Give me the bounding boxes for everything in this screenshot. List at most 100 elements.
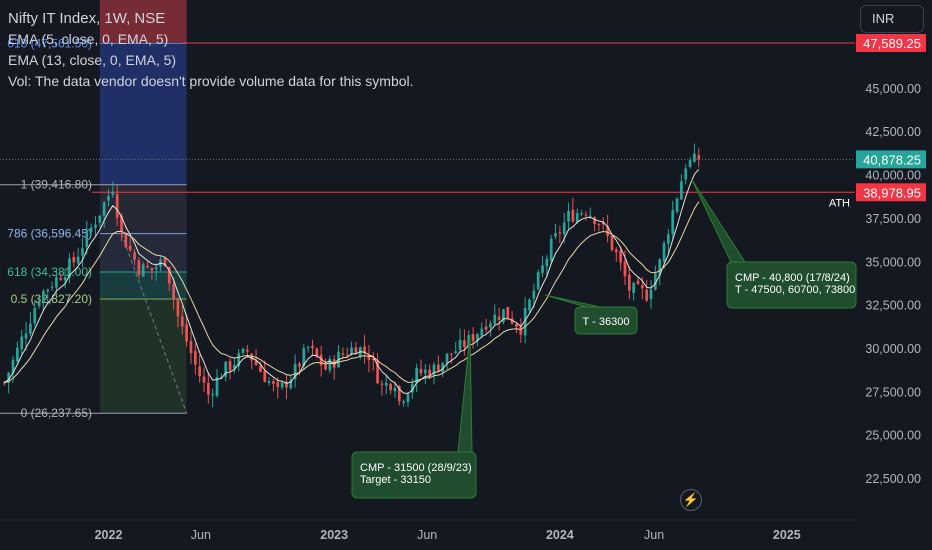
candle[interactable] — [76, 247, 80, 265]
candle[interactable] — [345, 347, 349, 359]
candle[interactable] — [358, 346, 362, 360]
candle[interactable] — [289, 375, 293, 391]
candle[interactable] — [81, 237, 84, 268]
candle[interactable] — [476, 332, 479, 347]
candle[interactable] — [371, 352, 375, 371]
candle[interactable] — [29, 311, 32, 337]
candle[interactable] — [193, 343, 197, 375]
candle[interactable] — [510, 310, 514, 326]
candle[interactable] — [497, 307, 501, 331]
candle[interactable] — [667, 229, 670, 255]
price-tag[interactable]: 40,878.25 — [856, 150, 926, 169]
price-tag[interactable]: 47,589.25 — [856, 34, 926, 52]
candle[interactable] — [489, 320, 492, 337]
candle[interactable] — [102, 201, 106, 228]
candle[interactable] — [584, 211, 588, 221]
candle[interactable] — [237, 349, 241, 372]
candle[interactable] — [502, 308, 505, 325]
price-tag[interactable]: 38,978.95 — [856, 183, 926, 202]
candle[interactable] — [601, 217, 605, 231]
candle[interactable] — [471, 327, 475, 349]
candle[interactable] — [154, 263, 158, 281]
candle[interactable] — [315, 347, 319, 359]
ema13-legend[interactable]: EMA (13, close, 0, EMA, 5) — [8, 52, 177, 68]
volume-legend[interactable]: Vol: The data vendor doesn't provide vol… — [8, 73, 414, 89]
candle[interactable] — [306, 345, 310, 353]
candle[interactable] — [293, 354, 297, 388]
candle[interactable] — [280, 381, 284, 390]
candle[interactable] — [567, 202, 570, 229]
candle[interactable] — [454, 341, 458, 355]
candle[interactable] — [233, 357, 236, 374]
candle[interactable] — [463, 329, 466, 356]
candle[interactable] — [675, 197, 679, 214]
candle[interactable] — [654, 265, 657, 291]
candle[interactable] — [410, 378, 414, 399]
candle[interactable] — [206, 372, 210, 404]
candle[interactable] — [46, 288, 50, 303]
candle[interactable] — [610, 235, 614, 252]
candle[interactable] — [115, 185, 119, 227]
candle[interactable] — [367, 345, 371, 373]
candle[interactable] — [580, 210, 583, 217]
currency-button[interactable]: INR — [860, 5, 924, 33]
candle[interactable] — [532, 283, 536, 308]
candle[interactable] — [133, 248, 136, 266]
candle[interactable] — [63, 268, 67, 289]
candle[interactable] — [267, 377, 271, 386]
candle[interactable] — [202, 367, 206, 393]
candle[interactable] — [250, 352, 254, 370]
candle[interactable] — [519, 318, 523, 343]
candle[interactable] — [124, 232, 128, 248]
candle[interactable] — [441, 362, 445, 378]
candle[interactable] — [59, 272, 63, 282]
candle[interactable] — [141, 262, 145, 277]
candle[interactable] — [415, 363, 418, 393]
candle[interactable] — [402, 399, 405, 407]
candle[interactable] — [458, 328, 462, 353]
candle[interactable] — [693, 143, 696, 163]
candle[interactable] — [42, 289, 45, 312]
candle[interactable] — [341, 347, 345, 359]
candle[interactable] — [337, 345, 340, 368]
candle[interactable] — [450, 353, 453, 364]
candle[interactable] — [163, 256, 167, 267]
candle[interactable] — [384, 374, 388, 395]
candle[interactable] — [558, 225, 562, 244]
candle[interactable] — [272, 378, 275, 392]
candle[interactable] — [432, 361, 436, 385]
candle[interactable] — [72, 251, 76, 268]
candle[interactable] — [311, 339, 314, 355]
candle[interactable] — [98, 215, 102, 227]
candle[interactable] — [111, 181, 115, 199]
candle[interactable] — [593, 216, 596, 232]
candle[interactable] — [180, 305, 184, 335]
candle[interactable] — [354, 341, 358, 355]
candle[interactable] — [393, 381, 397, 398]
candle[interactable] — [649, 279, 653, 309]
candle[interactable] — [688, 157, 692, 169]
candle[interactable] — [697, 148, 701, 168]
symbol-title[interactable]: Nifty IT Index, 1W, NSE — [8, 10, 166, 27]
candle[interactable] — [545, 254, 549, 278]
ema13-line[interactable] — [4, 201, 700, 384]
candle[interactable] — [324, 358, 327, 371]
candle[interactable] — [619, 246, 622, 271]
candle[interactable] — [263, 360, 267, 383]
annotation-callout[interactable]: CMP - 40,800 (17/8/24)T - 47500, 60700, … — [691, 179, 857, 309]
candle[interactable] — [627, 265, 631, 300]
candle[interactable] — [493, 304, 497, 325]
candle[interactable] — [185, 313, 188, 347]
candle[interactable] — [597, 223, 601, 232]
candle[interactable] — [536, 269, 540, 292]
candle[interactable] — [528, 298, 531, 315]
candle[interactable] — [671, 200, 675, 239]
candle[interactable] — [224, 361, 228, 382]
candle[interactable] — [189, 331, 193, 365]
candle[interactable] — [150, 267, 154, 280]
candle[interactable] — [24, 322, 28, 351]
candle[interactable] — [302, 344, 306, 371]
candle[interactable] — [614, 247, 618, 262]
candle[interactable] — [33, 299, 37, 327]
